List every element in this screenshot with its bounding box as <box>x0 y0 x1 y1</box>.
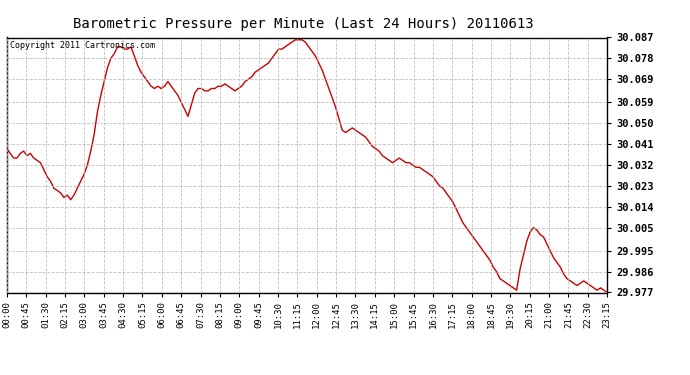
Text: Barometric Pressure per Minute (Last 24 Hours) 20110613: Barometric Pressure per Minute (Last 24 … <box>73 17 534 31</box>
Text: Copyright 2011 Cartronics.com: Copyright 2011 Cartronics.com <box>10 41 155 50</box>
